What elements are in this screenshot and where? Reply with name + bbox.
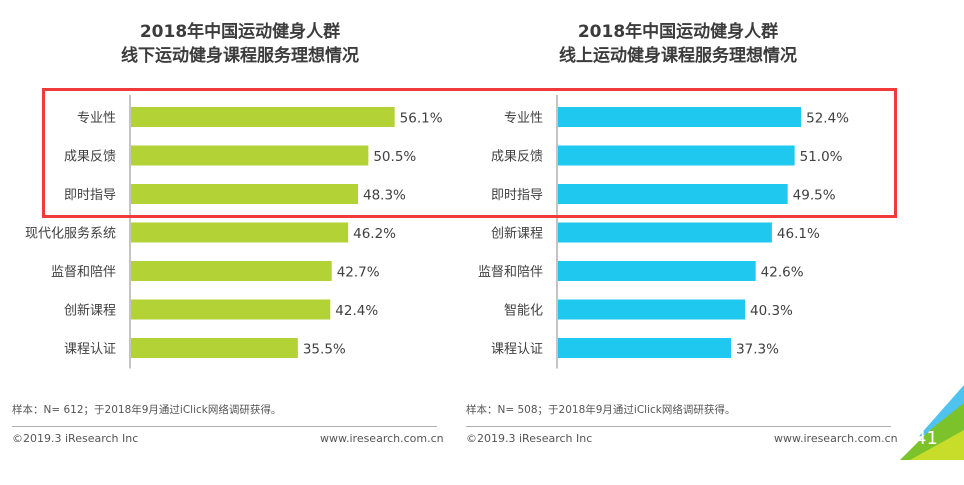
online-value-label: 42.6% <box>761 265 804 281</box>
online-bar <box>558 184 788 204</box>
right-chart-title-line1: 2018年中国运动健身人群 <box>577 22 779 42</box>
right-footer-divider <box>466 426 891 427</box>
online-value-label: 40.3% <box>750 303 793 319</box>
left-website: www.iresearch.com.cn <box>320 432 444 445</box>
online-category-label: 成果反馈 <box>491 150 543 165</box>
corner-yellow-shape <box>910 430 964 460</box>
offline-category-label: 现代化服务系统 <box>25 226 116 242</box>
right-website: www.iresearch.com.cn <box>774 432 898 445</box>
online-bar <box>558 261 756 281</box>
offline-value-label: 56.1% <box>400 111 443 127</box>
online-bar <box>558 338 732 358</box>
offline-bar <box>131 145 369 166</box>
online-bar <box>558 145 795 166</box>
online-bar <box>558 222 772 243</box>
online-category-label: 创新课程 <box>491 226 543 242</box>
online-bar <box>558 107 802 127</box>
offline-value-label: 35.5% <box>303 342 346 358</box>
offline-bar <box>131 107 395 127</box>
online-value-label: 37.3% <box>736 342 779 358</box>
online-bar <box>558 299 745 320</box>
right-copyright: ©2019.3 iResearch Inc <box>466 432 593 445</box>
online-category-label: 即时指导 <box>491 188 543 203</box>
offline-category-label: 专业性 <box>77 111 116 126</box>
offline-value-label: 42.4% <box>335 303 378 319</box>
online-category-label: 课程认证 <box>491 342 543 357</box>
offline-value-label: 50.5% <box>373 149 416 165</box>
top-three-highlight-box <box>42 88 897 218</box>
page-number: 41 <box>915 428 938 449</box>
online-category-label: 专业性 <box>504 111 543 126</box>
left-footer-divider <box>12 426 437 427</box>
offline-category-label: 监督和陪伴 <box>51 265 116 280</box>
online-value-label: 49.5% <box>793 188 836 204</box>
left-chart-title: 2018年中国运动健身人群 线下运动健身课程服务理想情况 <box>40 20 440 68</box>
online-value-label: 46.1% <box>777 226 820 242</box>
offline-value-label: 42.7% <box>337 265 380 281</box>
left-copyright: ©2019.3 iResearch Inc <box>12 432 139 445</box>
offline-bar <box>131 222 349 243</box>
offline-bar-chart: 专业性 56.1% 成果反馈 50.5% 即时指导 48.3% 现代化服务系统 46.2% 监督… <box>25 95 443 369</box>
offline-value-label: 48.3% <box>363 188 406 204</box>
left-chart-title-line2: 线下运动健身课程服务理想情况 <box>121 46 359 66</box>
online-value-label: 52.4% <box>806 111 849 127</box>
right-chart-title: 2018年中国运动健身人群 线上运动健身课程服务理想情况 <box>478 20 878 68</box>
offline-category-label: 即时指导 <box>64 188 116 203</box>
offline-value-label: 46.2% <box>353 226 396 242</box>
left-chart-title-line1: 2018年中国运动健身人群 <box>139 22 341 42</box>
offline-category-label: 课程认证 <box>64 342 116 357</box>
left-sample-note: 样本：N= 612；于2018年9月通过iClick网络调研获得。 <box>12 404 282 416</box>
right-chart-title-line2: 线上运动健身课程服务理想情况 <box>559 46 797 66</box>
offline-bar <box>131 299 331 320</box>
online-bar-chart: 专业性 52.4% 成果反馈 51.0% 即时指导 49.5% 创新课程 46.1% 监督和陪伴… <box>478 95 849 369</box>
page-corner-decoration <box>900 385 964 460</box>
online-value-label: 51.0% <box>800 149 843 165</box>
offline-bar <box>131 184 359 204</box>
offline-category-label: 成果反馈 <box>64 150 116 165</box>
online-category-label: 智能化 <box>504 304 543 319</box>
offline-bar <box>131 261 332 281</box>
offline-category-label: 创新课程 <box>64 303 116 319</box>
offline-bar <box>131 338 298 358</box>
right-sample-note: 样本：N= 508；于2018年9月通过iClick网络调研获得。 <box>466 404 736 416</box>
online-category-label: 监督和陪伴 <box>478 265 543 280</box>
